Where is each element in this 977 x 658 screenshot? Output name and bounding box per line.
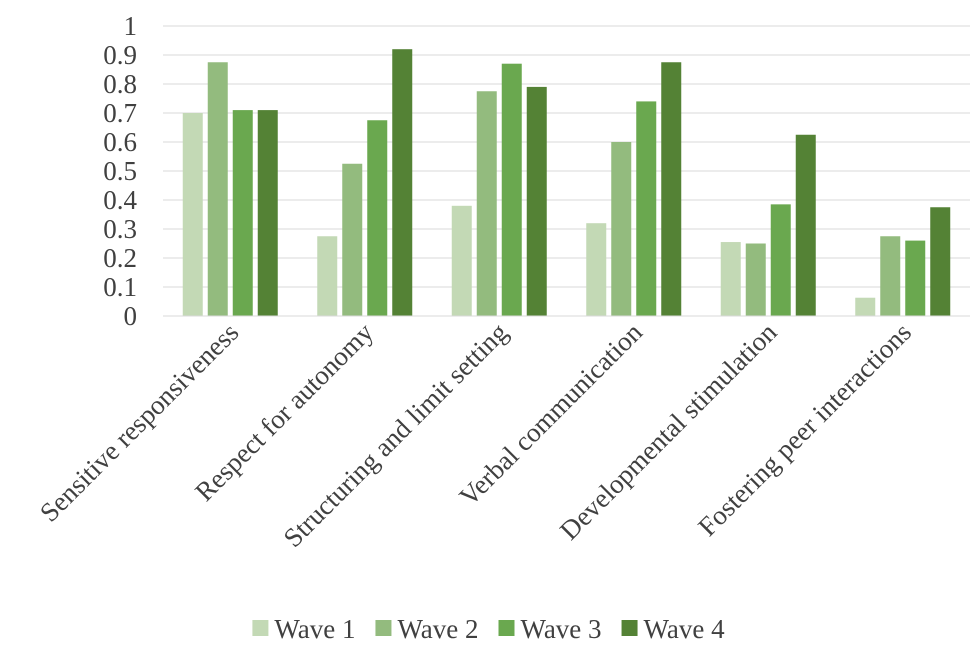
x-tick-label: Fostering peer interactions [692, 317, 917, 542]
bar [342, 163, 363, 316]
y-tick-label: 0.7 [103, 98, 137, 128]
bar [720, 242, 741, 316]
gridlines [163, 25, 970, 288]
legend-item: Wave 1 [252, 614, 355, 644]
bar [745, 243, 766, 316]
y-tick-label: 0 [124, 301, 138, 331]
bar [770, 204, 791, 316]
bar [501, 63, 522, 317]
legend-swatch [498, 620, 515, 636]
bar [182, 113, 203, 316]
legend-swatch [375, 620, 392, 636]
bar [905, 240, 926, 316]
bar [880, 236, 901, 316]
legend-label: Wave 4 [644, 614, 726, 644]
bar [207, 62, 228, 316]
legend-swatch [621, 620, 638, 636]
y-tick-label: 0.6 [103, 127, 137, 157]
bar [232, 110, 253, 316]
bar [451, 205, 472, 316]
legend-label: Wave 1 [274, 614, 355, 644]
bar [586, 223, 607, 316]
bar [317, 236, 338, 316]
legend: Wave 1 Wave 2 Wave 3 Wave 4 [252, 614, 725, 644]
bar [476, 91, 497, 316]
bar [636, 101, 657, 317]
x-tick-label: Structuring and limit setting [278, 317, 514, 553]
y-tick-label: 0.4 [103, 185, 137, 215]
bar [257, 110, 278, 316]
legend-swatch [252, 620, 269, 636]
bar [367, 120, 388, 316]
y-tick-label: 1 [124, 11, 138, 41]
y-axis-tick-labels: 00.10.20.30.40.50.60.70.80.91 [103, 11, 137, 331]
bar [855, 297, 876, 316]
y-tick-label: 0.9 [103, 40, 137, 70]
legend-label: Wave 3 [521, 614, 602, 644]
y-tick-label: 0.5 [103, 156, 137, 186]
bar [526, 86, 547, 317]
bars [182, 49, 951, 317]
y-tick-label: 0.1 [103, 272, 137, 302]
y-tick-label: 0.3 [103, 214, 137, 244]
bar [661, 62, 682, 316]
y-tick-label: 0.2 [103, 243, 137, 273]
x-tick-label: Developmental stimulation [554, 317, 783, 546]
y-tick-label: 0.8 [103, 69, 137, 99]
bar [392, 49, 413, 316]
legend-label: Wave 2 [397, 614, 478, 644]
bar [930, 207, 951, 316]
legend-item: Wave 4 [621, 614, 726, 644]
legend-item: Wave 2 [375, 614, 479, 644]
bar [795, 134, 816, 316]
bar [611, 142, 632, 316]
legend-item: Wave 3 [498, 614, 602, 644]
